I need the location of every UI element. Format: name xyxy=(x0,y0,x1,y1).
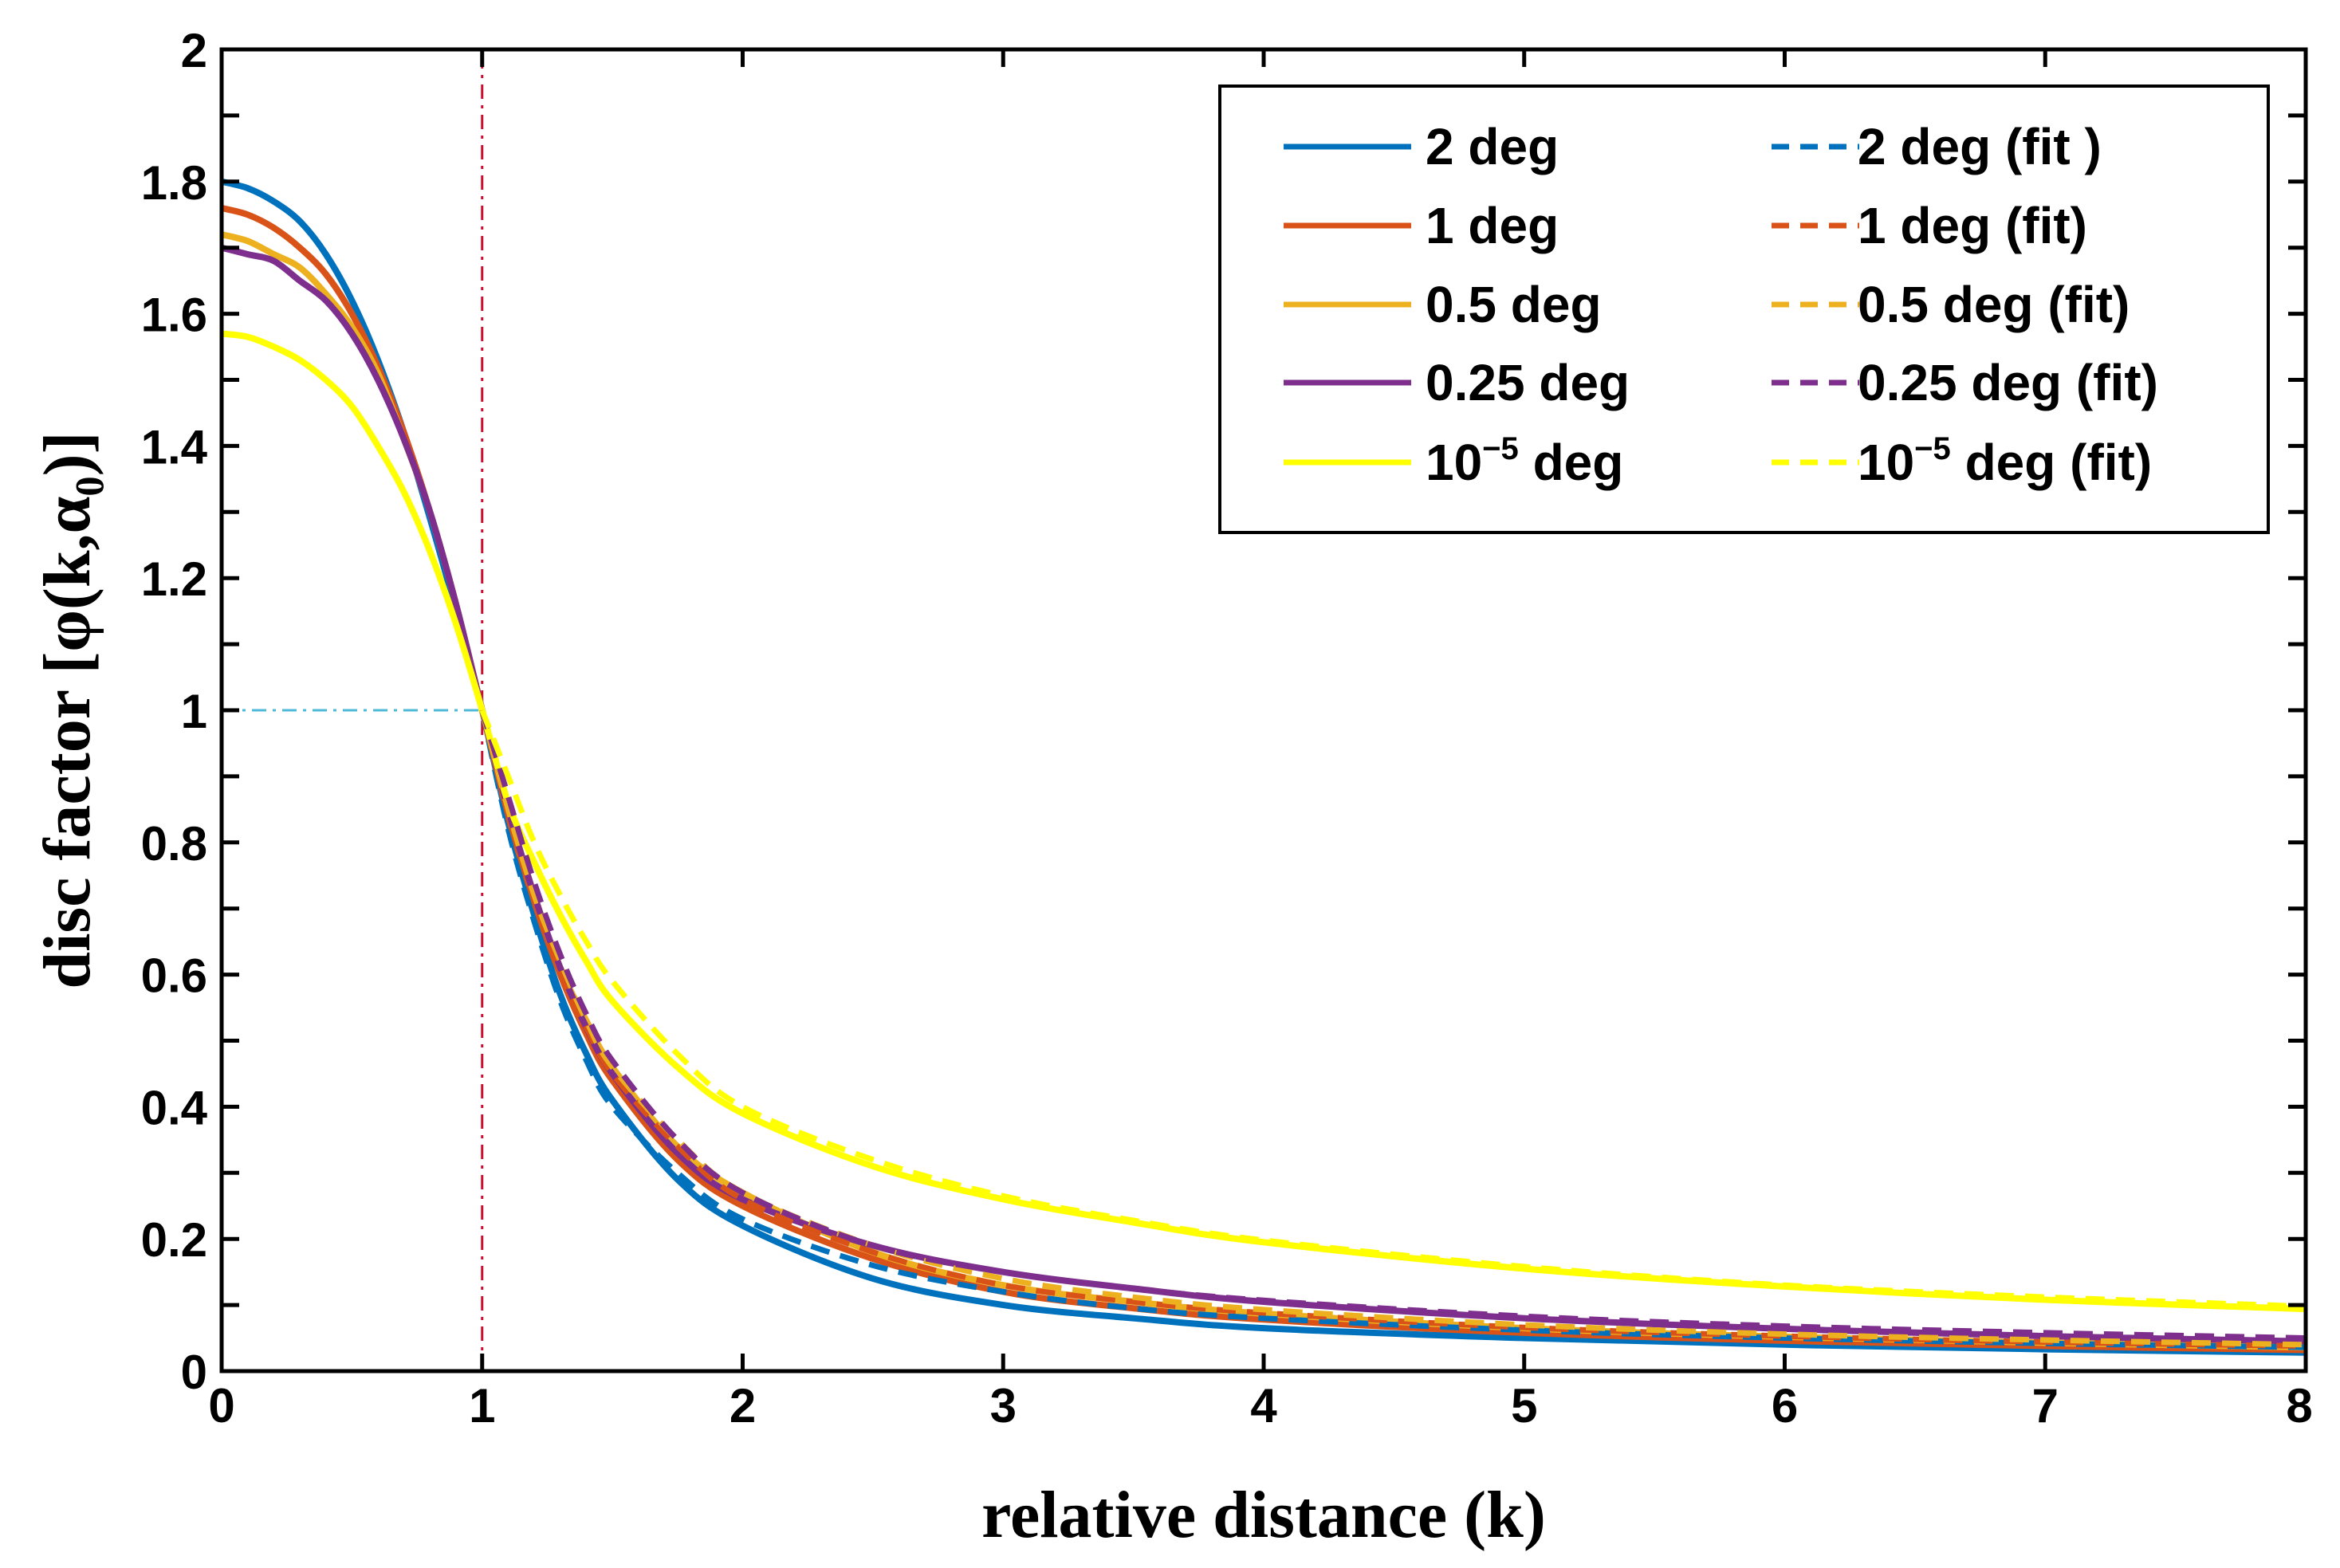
x-tick-label: 7 xyxy=(2032,1379,2059,1432)
series-line-1-deg xyxy=(221,205,2307,1354)
series-line-1e-5-deg-fit- xyxy=(479,709,2307,1310)
legend-label: 0.5 deg xyxy=(1426,276,1602,333)
y-tick-label: 1.4 xyxy=(141,420,208,474)
legend-label: 0.25 deg xyxy=(1426,354,1630,411)
y-axis-title: disc factor [φ(k,α₀)] xyxy=(30,431,104,988)
legend-label: 2 deg xyxy=(1426,118,1559,175)
legend-label: 0.25 deg (fit) xyxy=(1858,354,2158,411)
y-tick-label: 0.2 xyxy=(141,1213,207,1267)
legend-label: 0.5 deg (fit) xyxy=(1858,276,2130,333)
series-line-0-25-deg xyxy=(220,244,2307,1345)
y-tick-label: 1.8 xyxy=(141,156,207,210)
legend-label: 1 deg (fit) xyxy=(1858,197,2087,254)
series-line-0-5-deg-fit- xyxy=(479,709,2307,1348)
legend-label: 1 deg xyxy=(1426,197,1559,254)
legend-box xyxy=(1218,84,2270,534)
series-line-2-deg xyxy=(220,178,2307,1356)
x-tick-labels: 0 1 2 3 4 5 6 7 8 xyxy=(208,1379,2312,1432)
x-tick-label: 1 xyxy=(469,1379,495,1432)
y-tick-labels: 0 0.2 0.4 0.6 0.8 1 1.2 1.4 1.6 1.8 2 xyxy=(141,24,208,1399)
x-axis-title: relative distance (k) xyxy=(981,1478,1546,1552)
y-tick-label: 0.6 xyxy=(141,949,207,1003)
x-tick-label: 4 xyxy=(1250,1379,1277,1432)
x-tick-label: 0 xyxy=(208,1379,234,1432)
y-tick-label: 2 xyxy=(181,24,207,77)
axis-ticks xyxy=(219,47,2308,1373)
legend-label: 10−5 deg xyxy=(1426,431,1623,491)
y-tick-label: 1 xyxy=(181,685,207,738)
series-line-0-25-deg-fit- xyxy=(479,709,2307,1341)
legend-label: 2 deg (fit ) xyxy=(1858,118,2102,175)
y-tick-label: 0 xyxy=(181,1346,207,1399)
y-tick-label: 0.8 xyxy=(141,817,207,870)
legend-label: 10−5 deg (fit) xyxy=(1858,431,2152,491)
x-tick-label: 2 xyxy=(730,1379,756,1432)
x-tick-label: 6 xyxy=(1772,1379,1798,1432)
legend: 2 deg 1 deg 0.5 deg 0.25 deg 10−5 deg 2 deg (… xyxy=(1218,84,2270,534)
series-layer xyxy=(220,178,2307,1356)
series-line-1-deg-fit- xyxy=(479,709,2307,1349)
y-tick-label: 0.4 xyxy=(141,1081,208,1134)
x-tick-label: 3 xyxy=(990,1379,1017,1432)
y-tick-label: 1.2 xyxy=(141,552,207,606)
y-tick-label: 1.6 xyxy=(141,289,207,342)
x-tick-label: 8 xyxy=(2286,1379,2312,1432)
x-tick-label: 5 xyxy=(1511,1379,1537,1432)
reference-lines xyxy=(222,49,484,1371)
